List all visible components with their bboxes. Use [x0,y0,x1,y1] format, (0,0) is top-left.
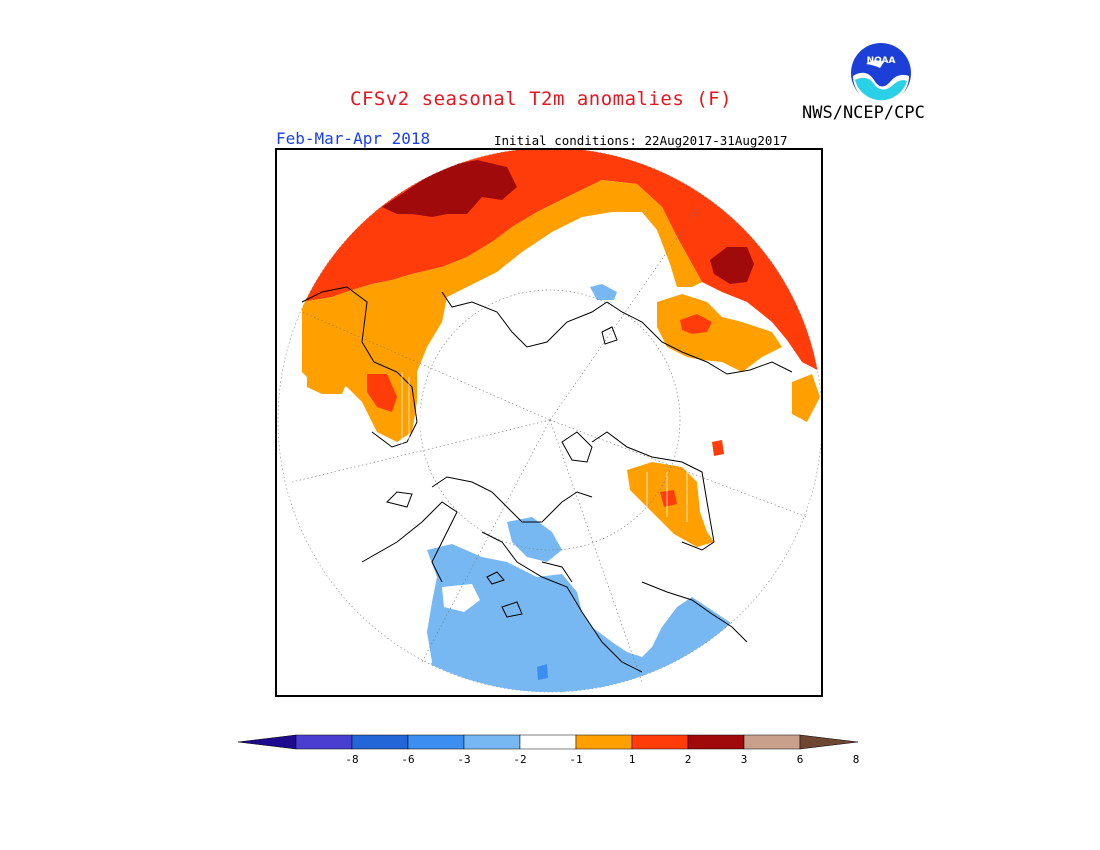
forecast-period: Feb-Mar-Apr 2018 [276,129,431,148]
anomaly-red-east-spot [680,314,712,334]
colorbar-boxes [238,734,859,750]
anomaly-cool-blue-2 [507,517,562,562]
land-hole-1 [442,584,480,612]
anomaly-orange-west-lobe [307,372,347,394]
map-frame [275,148,823,697]
noaa-logo: NOAA [851,43,911,104]
anomaly-blue-spot [537,664,548,680]
colorbar-legend: -8 -6 -3 -2 -1 1 2 3 6 8 [238,734,859,766]
colorbar-tick-label: 8 [853,753,860,766]
colorbar-labels: -8 -6 -3 -2 -1 1 2 3 6 8 [345,753,859,766]
colorbar-box [687,734,745,750]
colorbar-tick-label: -2 [513,753,526,766]
colorbar-tick-label: 6 [797,753,804,766]
colorbar-tick-label: 2 [685,753,692,766]
colorbar-box [295,734,353,750]
colorbar-arrow-low [238,734,297,750]
noaa-logo-text: NOAA [867,56,896,66]
colorbar-tick-label: -3 [457,753,470,766]
colorbar-tick-label: -8 [345,753,358,766]
anomaly-dark-red-patch [382,160,517,217]
anomaly-red-small-spot [712,440,724,456]
anomaly-blue-arctic [590,284,617,300]
colorbar-arrow-high [799,734,859,750]
colorbar-box [631,734,689,750]
land-hole-2 [602,597,647,634]
map-title: CFSv2 seasonal T2m anomalies (F) [350,88,733,110]
anomaly-orange-east-islands [792,374,820,422]
anomaly-orange-east [657,294,782,372]
colorbar-tick-label: 3 [741,753,748,766]
coastlines [301,286,793,673]
anomaly-red-greenland-spot [660,490,677,507]
anomaly-red-west-lobe [367,374,397,412]
colorbar-box [575,734,633,750]
colorbar-tick-label: -1 [569,753,582,766]
interpolation-stripes [401,372,688,522]
colorbar-tick-label: -6 [401,753,414,766]
colorbar-box [407,734,465,750]
colorbar-tick-label: 1 [629,753,636,766]
anomaly-dark-red-patch-2 [710,247,754,284]
colorbar-box [463,734,521,750]
polar-map [277,150,821,693]
colorbar-box [351,734,409,750]
agency-label: NWS/NCEP/CPC [802,103,925,123]
colorbar-box [743,734,801,750]
colorbar-box [519,734,577,750]
initial-conditions: Initial conditions: 22Aug2017-31Aug2017 [494,133,788,148]
